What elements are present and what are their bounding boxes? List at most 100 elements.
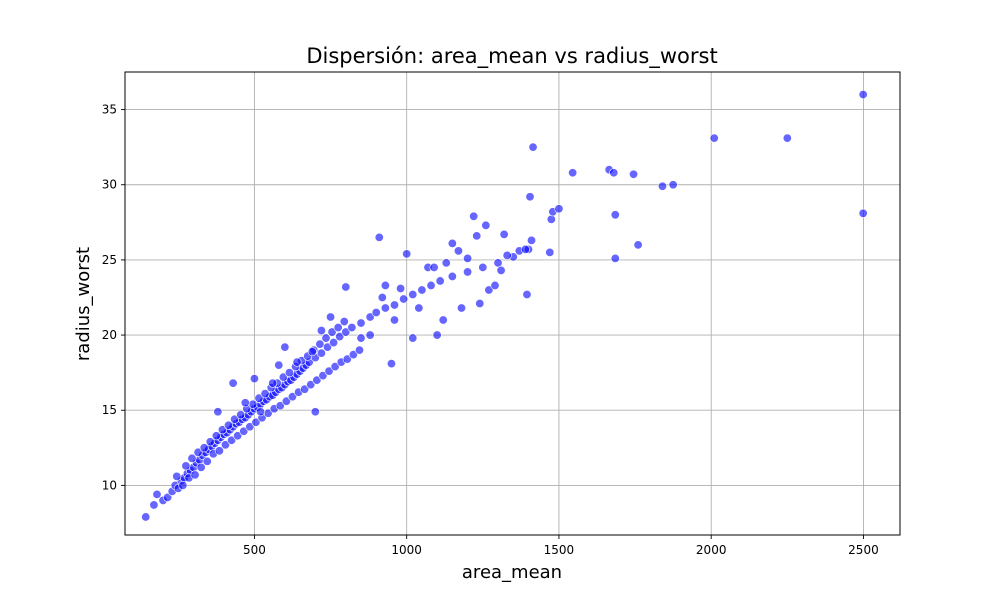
data-point [469,211,479,221]
data-point [389,315,399,325]
data-point [233,431,243,441]
data-point [202,456,212,466]
data-point [240,398,250,408]
data-point [347,323,357,333]
data-point [312,375,322,385]
data-point [522,289,532,299]
data-point [374,232,384,242]
data-point [196,462,206,472]
data-point [371,308,381,318]
data-point [205,437,215,447]
data-point [472,231,482,241]
x-tick-label: 2000 [696,543,727,557]
data-point [251,417,261,427]
data-point [610,210,620,220]
data-point [268,378,278,388]
data-point [408,333,418,343]
data-point [181,461,191,471]
data-point [377,292,387,302]
data-point [310,407,320,417]
data-point [163,492,173,502]
data-point [527,235,537,245]
data-point [254,393,264,403]
y-tick-label: 20 [102,328,117,342]
data-point [435,276,445,286]
data-point [287,392,297,402]
data-point [335,332,345,342]
data-point [329,338,339,348]
data-point [380,303,390,313]
data-point [275,401,285,411]
data-point [245,422,255,432]
data-point [386,359,396,369]
x-tick-label: 1000 [391,543,422,557]
x-axis-ticks: 500 1000 1500 2000 2500 [243,535,879,557]
data-point [484,285,494,295]
x-tick-label: 1500 [544,543,575,557]
data-point [520,244,530,254]
data-point [342,354,352,364]
data-point [315,339,325,349]
data-point [481,220,491,230]
data-point [447,238,457,248]
data-point [327,327,337,337]
data-point [429,262,439,272]
data-point [321,333,331,343]
y-tick-label: 35 [102,103,117,117]
data-point [478,262,488,272]
data-point [525,192,535,202]
data-point [348,350,358,360]
data-point [341,282,351,292]
data-point [499,229,509,239]
data-point [490,280,500,290]
data-point [610,253,620,263]
data-point [568,168,578,178]
data-point [341,327,351,337]
data-point [463,267,473,277]
data-point [149,500,159,510]
data-point [426,280,436,290]
data-point [239,426,249,436]
data-point [493,258,503,268]
data-point [417,285,427,295]
data-point [281,396,291,406]
data-point [141,512,151,522]
data-point [502,250,512,260]
data-point [609,168,619,178]
x-tick-label: 2500 [848,543,879,557]
data-point [324,366,334,376]
data-point [633,240,643,250]
chart-title: Dispersión: area_mean vs radius_worst [306,44,717,69]
data-point [402,249,412,259]
data-point [316,348,326,358]
data-point [227,435,237,445]
x-tick-label: 500 [243,543,266,557]
data-point [365,312,375,322]
y-axis-label: radius_worst [73,247,94,361]
data-point [546,214,556,224]
x-axis-label: area_mean [462,562,562,583]
data-point [432,330,442,340]
data-point [278,372,288,382]
data-point [657,181,667,191]
data-point [629,169,639,179]
data-point [292,357,302,367]
data-point [224,420,234,430]
data-points [141,90,868,522]
data-point [249,374,259,384]
data-point [187,453,197,463]
data-point [447,271,457,281]
y-tick-label: 25 [102,253,117,267]
data-point [528,142,538,152]
data-point [389,300,399,310]
y-tick-label: 30 [102,178,117,192]
data-point [318,371,328,381]
data-point [193,447,203,457]
data-point [356,318,366,328]
data-point [326,312,336,322]
data-point [230,414,240,424]
data-point [356,333,366,343]
data-point [475,298,485,308]
data-point [365,330,375,340]
